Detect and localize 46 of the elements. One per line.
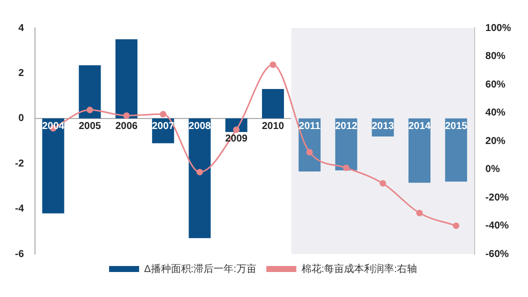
point (270, 61, 276, 68)
y2-tick-label: 20% (485, 136, 506, 147)
y2-tick-label: -60% (485, 248, 509, 260)
x-tick-label: 2014 (408, 121, 432, 132)
x-tick-label: 2012 (335, 121, 358, 132)
y-tick-label: 2 (18, 68, 24, 79)
point (160, 110, 166, 118)
y-tick-label: -4 (14, 204, 24, 215)
y2-tick-label: 60% (485, 79, 506, 90)
y-tick-label: 4 (18, 22, 24, 34)
y2-tick-label: -20% (485, 192, 509, 204)
x-tick-label: 2009 (225, 134, 248, 145)
bar (42, 118, 64, 214)
x-tick-label: 2007 (152, 121, 175, 132)
point (342, 164, 350, 172)
x-tick-label: 2013 (372, 121, 394, 132)
point (416, 210, 423, 216)
legend-label: 棉花:每亩成本利润率:右轴 (301, 262, 417, 275)
y2-tick-label: 0% (485, 164, 500, 175)
bar (188, 118, 211, 238)
bar (78, 65, 101, 118)
y2-tick-label: 80% (485, 51, 506, 62)
point (86, 106, 94, 114)
bar (262, 89, 284, 118)
y2-tick-label: 40% (485, 108, 506, 118)
point (306, 149, 313, 156)
bar (115, 39, 138, 118)
x-tick-label: 2010 (262, 121, 285, 132)
point (233, 126, 240, 133)
y-tick-label: 0 (18, 113, 24, 124)
x-tick-label: 2011 (298, 121, 321, 132)
point (452, 222, 460, 229)
point (196, 168, 203, 176)
y-tick-label: -6 (14, 248, 24, 260)
bar (445, 118, 468, 182)
x-tick-label: 2005 (78, 121, 102, 132)
y2-tick-label: 100% (485, 22, 512, 34)
x-tick-label: 2006 (115, 121, 138, 132)
point (123, 112, 130, 119)
legend-label: Δ播种面积:滞后一年:万亩 (144, 262, 256, 275)
bar (408, 118, 430, 183)
point (380, 180, 386, 187)
y-tick-label: -2 (14, 158, 24, 170)
x-tick-label: 2015 (444, 121, 468, 132)
x-tick-label: 2008 (188, 121, 212, 132)
y2-tick-label: -40% (485, 220, 509, 232)
